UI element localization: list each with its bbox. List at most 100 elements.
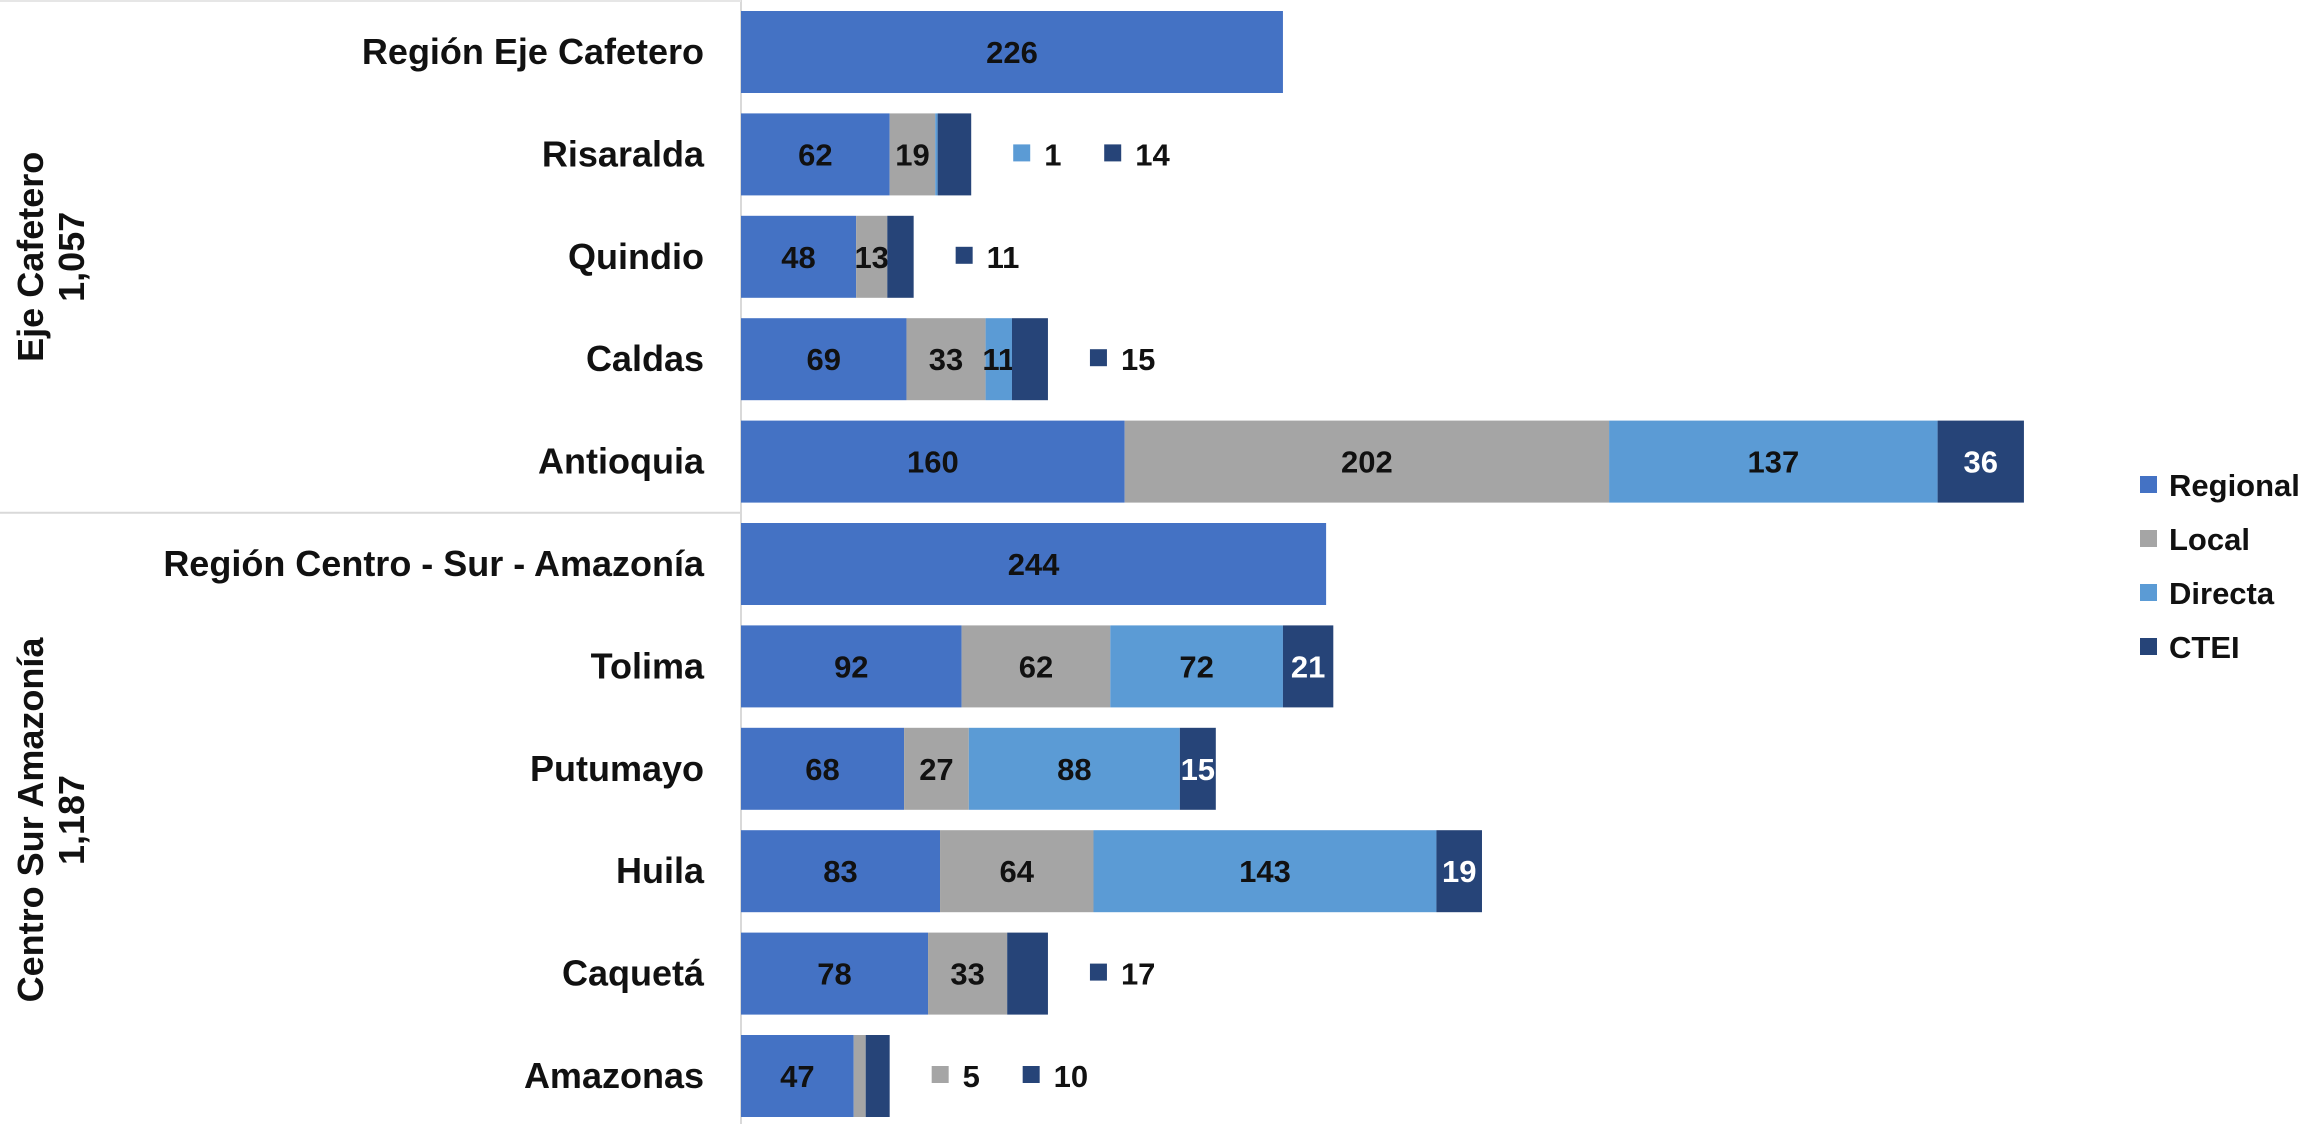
legend-marker-directa <box>2140 584 2157 601</box>
bar-caldas-regional <box>741 318 907 401</box>
outside-label-risaralda-directa: 1 <box>1044 137 1061 172</box>
data-label-caqueta-regional: 78 <box>817 957 851 992</box>
group-total-centro-sur-amazonia: 1,187 <box>51 775 92 865</box>
data-label-region-eje-cafetero-regional: 226 <box>986 35 1038 70</box>
bar-putumayo-ctei <box>1179 727 1216 810</box>
bar-quindio-regional <box>741 215 857 298</box>
bar-tolima-directa <box>1110 625 1283 708</box>
category-label-caldas: Caldas <box>586 338 704 379</box>
legend-label-directa: Directa <box>2169 576 2275 611</box>
legend-marker-ctei <box>2140 638 2157 655</box>
data-label-putumayo-directa: 88 <box>1057 752 1091 787</box>
group-label-eje-cafetero: Eje Cafetero <box>10 152 51 362</box>
bar-antioquia-regional <box>741 420 1125 503</box>
outside-marker-amazonas-local <box>931 1066 949 1083</box>
bar-risaralda-directa <box>935 113 938 196</box>
data-label-antioquia-ctei: 36 <box>1964 445 1998 480</box>
data-label-putumayo-local: 27 <box>919 752 953 787</box>
category-label-risaralda: Risaralda <box>542 133 705 174</box>
data-label-antioquia-regional: 160 <box>907 445 959 480</box>
category-label-region-eje-cafetero: Región Eje Cafetero <box>362 31 704 72</box>
data-label-huila-ctei: 19 <box>1442 854 1476 889</box>
bar-quindio-ctei <box>887 215 914 298</box>
bar-putumayo-local <box>904 727 969 810</box>
data-label-tolima-regional: 92 <box>834 649 868 684</box>
outside-marker-risaralda-ctei <box>1104 144 1122 162</box>
data-label-caqueta-local: 33 <box>950 957 984 992</box>
bar-caqueta-local <box>928 932 1008 1015</box>
category-label-amazonas: Amazonas <box>524 1055 704 1096</box>
outside-label-risaralda-ctei: 14 <box>1135 137 1170 172</box>
data-label-amazonas-regional: 47 <box>780 1059 814 1094</box>
bar-huila-regional <box>741 830 941 913</box>
legend-marker-local <box>2140 530 2157 547</box>
bar-risaralda-ctei <box>937 113 972 196</box>
data-label-tolima-ctei: 21 <box>1291 649 1325 684</box>
bar-risaralda-local <box>889 113 936 196</box>
data-label-quindio-regional: 48 <box>781 240 815 275</box>
legend-marker-regional <box>2140 476 2157 493</box>
outside-label-caqueta-ctei: 17 <box>1121 957 1155 992</box>
data-label-antioquia-local: 202 <box>1341 445 1393 480</box>
category-label-putumayo: Putumayo <box>530 748 704 789</box>
outside-label-quindio-ctei: 11 <box>987 240 1020 275</box>
outside-label-caldas-ctei: 15 <box>1121 342 1155 377</box>
outside-label-amazonas-local: 5 <box>963 1059 980 1094</box>
data-label-huila-local: 64 <box>1000 854 1035 889</box>
bar-amazonas-ctei <box>865 1035 890 1117</box>
bar-putumayo-directa <box>968 727 1180 810</box>
bar-huila-directa <box>1093 830 1437 913</box>
category-label-huila: Huila <box>616 850 705 891</box>
outside-marker-caldas-ctei <box>1089 349 1107 367</box>
data-label-huila-directa: 143 <box>1239 854 1291 889</box>
bar-tolima-local <box>961 625 1111 708</box>
group-label-centro-sur-amazonia: Centro Sur Amazonía <box>10 637 51 1003</box>
bar-tolima-ctei <box>1282 625 1334 708</box>
outside-marker-risaralda-directa <box>1013 144 1031 162</box>
bar-caqueta-ctei <box>1007 932 1048 1015</box>
data-label-putumayo-regional: 68 <box>805 752 839 787</box>
data-label-region-centro-sur-amazonia-regional: 244 <box>1008 547 1060 582</box>
bar-antioquia-local <box>1124 420 1610 503</box>
bar-antioquia-ctei <box>1937 420 2024 503</box>
outside-marker-caqueta-ctei <box>1089 963 1107 981</box>
outside-marker-quindio-ctei <box>955 246 973 264</box>
outside-marker-amazonas-ctei <box>1022 1066 1040 1083</box>
bar-caldas-ctei <box>1011 318 1048 401</box>
legend-label-regional: Regional <box>2169 468 2300 503</box>
category-label-region-centro-sur-amazonia: Región Centro - Sur - Amazonía <box>163 543 705 584</box>
group-total-eje-cafetero: 1,057 <box>51 212 92 302</box>
data-label-quindio-local: 13 <box>854 240 888 275</box>
data-label-risaralda-local: 19 <box>895 137 929 172</box>
bar-huila-ctei <box>1436 830 1482 913</box>
category-label-antioquia: Antioquia <box>538 441 705 482</box>
data-label-caldas-local: 33 <box>929 342 963 377</box>
data-label-antioquia-directa: 137 <box>1747 445 1799 480</box>
bar-caldas-local <box>906 318 986 401</box>
bar-amazonas-regional <box>741 1035 854 1117</box>
data-label-tolima-local: 62 <box>1019 649 1053 684</box>
data-label-putumayo-ctei: 15 <box>1181 752 1215 787</box>
bar-risaralda-regional <box>741 113 890 196</box>
category-label-quindio: Quindio <box>568 236 704 277</box>
bar-huila-local <box>940 830 1094 913</box>
bar-caqueta-regional <box>741 932 929 1015</box>
legend-label-local: Local <box>2169 522 2250 557</box>
bar-region-eje-cafetero-regional <box>741 11 1283 93</box>
bar-putumayo-regional <box>741 727 905 810</box>
bar-caldas-directa <box>985 318 1012 401</box>
bar-region-centro-sur-amazonia-regional <box>741 523 1327 605</box>
bar-amazonas-local <box>853 1035 866 1117</box>
data-label-risaralda-regional: 62 <box>798 137 832 172</box>
category-label-tolima: Tolima <box>591 645 705 686</box>
data-label-caldas-directa: 11 <box>982 342 1015 377</box>
outside-label-amazonas-ctei: 10 <box>1054 1059 1088 1094</box>
bar-quindio-local <box>856 215 888 298</box>
data-label-caldas-regional: 69 <box>806 342 840 377</box>
legend-label-ctei: CTEI <box>2169 630 2240 665</box>
category-label-caqueta: Caquetá <box>562 953 705 994</box>
data-label-huila-regional: 83 <box>823 854 857 889</box>
data-label-tolima-directa: 72 <box>1179 649 1213 684</box>
bar-tolima-regional <box>741 625 962 708</box>
